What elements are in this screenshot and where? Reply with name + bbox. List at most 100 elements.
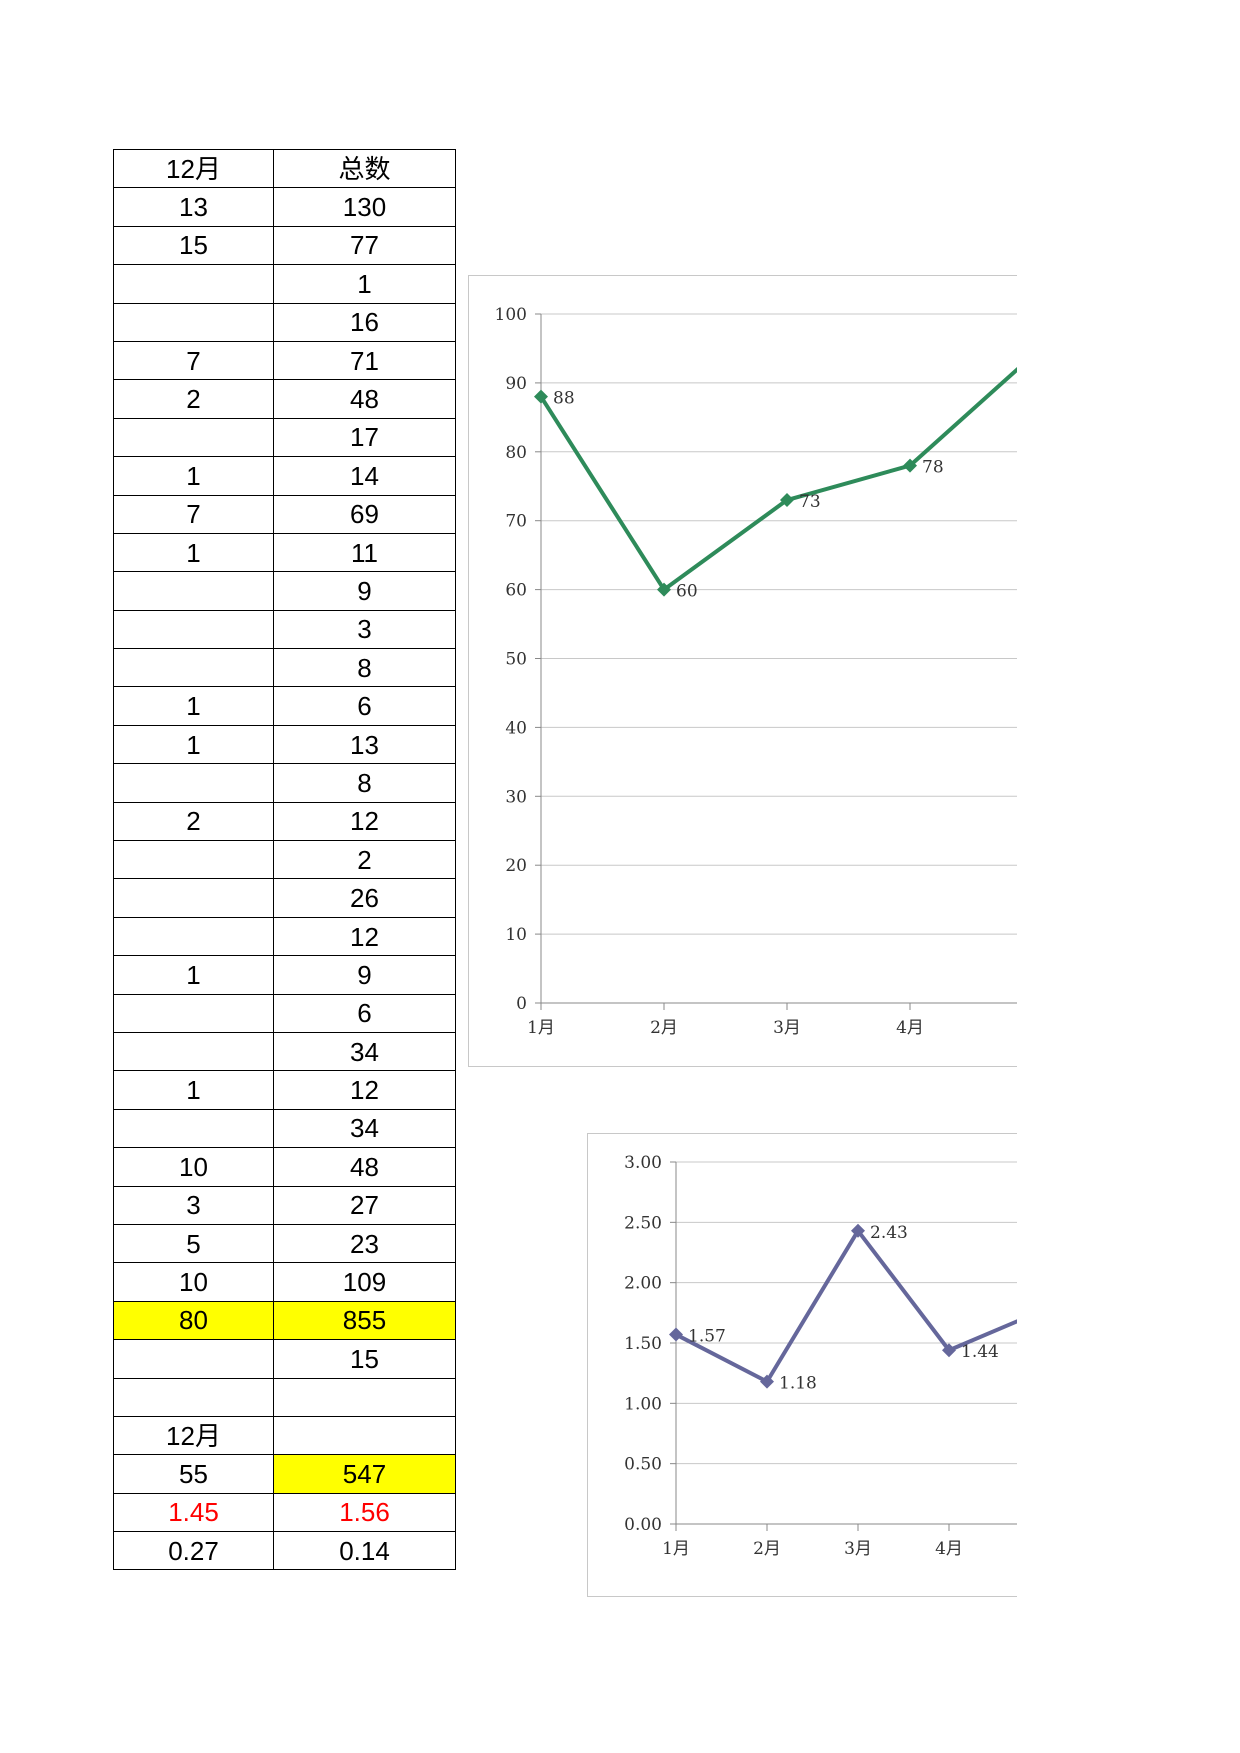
table-cell-total: 1.56 [273, 1492, 456, 1533]
table-row: 5 23 [113, 1223, 456, 1264]
table-cell-month: 1 [113, 532, 274, 573]
y-tick-label: 0.00 [624, 1515, 662, 1535]
table-cell-month: 3 [113, 1185, 274, 1225]
y-tick-label: 90 [505, 374, 527, 394]
table-cell-month [113, 878, 274, 918]
data-point-marker [780, 493, 794, 508]
x-tick-label: 3月 [773, 1018, 801, 1038]
table-cell-month: 13 [113, 187, 274, 227]
data-point-marker [851, 1223, 865, 1238]
table-cell-month: 10 [113, 1147, 274, 1187]
data-label: 1.44 [961, 1342, 999, 1362]
table-cell-month: 10 [113, 1262, 274, 1302]
data-table: 12月 总数 13 130 15 77 1 16 7 71 2 48 17 1 14 7 69 1 11 9 3 8 1… [113, 148, 456, 1571]
table-cell-month: 7 [113, 340, 274, 381]
table-row: 1 [113, 264, 456, 304]
table-cell-month [113, 916, 274, 957]
table-cell-total: 34 [273, 1108, 456, 1149]
table-row: 15 [113, 1339, 456, 1379]
table-row: 8 [113, 648, 456, 688]
table-row: 3 27 [113, 1185, 456, 1225]
table-cell-month: 2 [113, 379, 274, 419]
table-cell-total: 15 [273, 1339, 456, 1379]
data-point-marker [903, 458, 917, 473]
table-cell-total [273, 1377, 456, 1417]
x-tick-label: 1月 [527, 1018, 555, 1038]
table-cell-total: 17 [273, 417, 456, 458]
table-cell-total: 48 [273, 1147, 456, 1187]
data-point-marker [760, 1374, 774, 1389]
table-row: 9 [113, 571, 456, 611]
table-cell-total: 6 [273, 686, 456, 726]
table-cell-month [113, 763, 274, 803]
y-tick-label: 50 [505, 650, 527, 670]
table-cell-total: 23 [273, 1223, 456, 1264]
line-chart-1: 0 10 20 30 40 50 60 70 80 90 100 1月 2月 3月 4月 88 60 73 78 [468, 275, 1017, 1067]
x-tick-label: 3月 [844, 1539, 872, 1559]
data-point-marker [669, 1327, 683, 1342]
table-row: 34 [113, 1108, 456, 1149]
table-cell-month: 7 [113, 494, 274, 534]
table-cell-month [113, 1377, 274, 1417]
table-cell-month [113, 840, 274, 880]
table-row: 7 69 [113, 494, 456, 534]
table-cell-total: 855 [273, 1300, 456, 1341]
table-cell-total: 1 [273, 264, 456, 304]
table-cell-month: 80 [113, 1300, 274, 1341]
table-cell-month: 1 [113, 1070, 274, 1110]
table-cell-total: 0.14 [273, 1531, 456, 1571]
table-cell-total: 547 [273, 1454, 456, 1494]
table-cell-total: 9 [273, 571, 456, 611]
table-cell-total: 8 [273, 763, 456, 803]
data-label: 1.18 [779, 1374, 817, 1394]
y-tick-label: 0 [516, 994, 527, 1014]
data-label: 2.43 [870, 1223, 908, 1243]
table-cell-month [113, 264, 274, 304]
table-cell-month: 1 [113, 955, 274, 995]
table-cell-month: 1 [113, 724, 274, 765]
y-tick-label: 2.00 [624, 1274, 662, 1294]
y-tick-label: 20 [505, 856, 527, 876]
table-row: 6 [113, 993, 456, 1033]
data-point-marker [657, 582, 671, 597]
table-header-row: 12月 总数 [113, 148, 456, 189]
table-cell-total: 9 [273, 955, 456, 995]
table-row: 8 [113, 763, 456, 803]
table-cell-total: 130 [273, 187, 456, 227]
line-chart-2-svg: 0.00 0.50 1.00 1.50 2.00 2.50 3.00 1月 2月 3月 4月 1.57… [624, 1153, 1017, 1559]
table-row: 3 [113, 609, 456, 650]
table-cell-month: 12月 [113, 1415, 274, 1456]
table-cell-total: 109 [273, 1262, 456, 1302]
table-cell-month: 2 [113, 801, 274, 842]
series-line [539, 366, 1017, 592]
x-tick-label: 2月 [650, 1018, 678, 1038]
table-row: 15 77 [113, 225, 456, 266]
table-body: 12月 总数 13 130 15 77 1 16 7 71 2 48 17 1 14 7 69 1 11 9 3 8 1… [113, 148, 456, 1571]
table-row: 2 48 [113, 379, 456, 419]
table-cell-month: 1 [113, 456, 274, 496]
table-cell-month: 1 [113, 686, 274, 726]
line-chart-2: 0.00 0.50 1.00 1.50 2.00 2.50 3.00 1月 2月 3月 4月 1.57… [587, 1133, 1017, 1597]
table-cell-total: 13 [273, 724, 456, 765]
y-tick-label: 60 [505, 581, 527, 601]
table-row: 80 855 [113, 1300, 456, 1341]
table-row: 55 547 [113, 1454, 456, 1494]
table-row: 16 [113, 302, 456, 342]
data-label: 78 [922, 458, 944, 478]
x-tick-label: 4月 [896, 1018, 924, 1038]
y-tick-label: 70 [505, 512, 527, 532]
table-row: 0.27 0.14 [113, 1531, 456, 1571]
x-tick-label: 1月 [662, 1539, 690, 1559]
data-point-marker [942, 1343, 956, 1358]
table-cell-total: 27 [273, 1185, 456, 1225]
header-cell-month: 12月 [113, 148, 274, 189]
table-cell-total [273, 1415, 456, 1456]
table-cell-month: 1.45 [113, 1492, 274, 1533]
y-tick-label: 10 [505, 925, 527, 945]
data-point-marker [534, 389, 548, 404]
table-cell-month: 0.27 [113, 1531, 274, 1571]
table-cell-month [113, 417, 274, 458]
table-cell-month [113, 571, 274, 611]
